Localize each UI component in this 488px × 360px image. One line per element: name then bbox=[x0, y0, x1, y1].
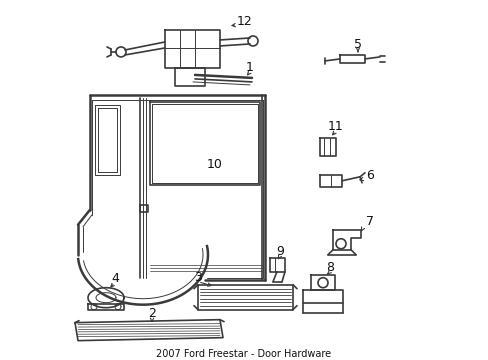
Text: 4: 4 bbox=[111, 272, 119, 285]
Text: 10: 10 bbox=[206, 158, 223, 171]
Text: 1: 1 bbox=[245, 62, 253, 75]
Text: 5: 5 bbox=[353, 39, 361, 51]
Text: 2007 Ford Freestar - Door Hardware: 2007 Ford Freestar - Door Hardware bbox=[156, 348, 331, 359]
Text: 8: 8 bbox=[325, 261, 333, 274]
Text: 2: 2 bbox=[148, 307, 156, 320]
Text: 12: 12 bbox=[237, 15, 252, 28]
Text: 7: 7 bbox=[365, 215, 373, 228]
Text: 3: 3 bbox=[194, 271, 202, 284]
Text: 6: 6 bbox=[366, 169, 373, 182]
Text: 11: 11 bbox=[327, 120, 343, 133]
Text: 9: 9 bbox=[276, 245, 284, 258]
